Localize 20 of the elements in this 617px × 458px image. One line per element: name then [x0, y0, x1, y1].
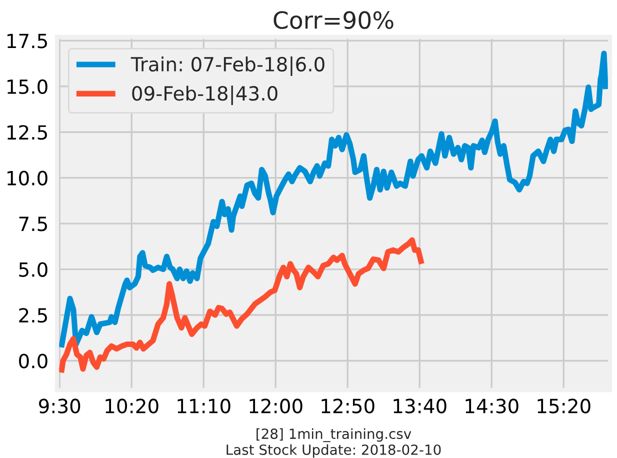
x-tick-label: 14:30	[466, 398, 518, 414]
x-axis-title: [28] 1min_training.csv Last Stock Update: 2018-02-10	[226, 428, 441, 458]
legend-label: Train: 07-Feb-18|6.0	[130, 56, 324, 76]
y-tick-label: 10.0	[8, 170, 48, 186]
x-tick-label: 9:30	[38, 398, 80, 414]
y-tick-label: 7.5	[19, 216, 47, 232]
x-tick-label: 15:20	[538, 398, 590, 414]
x-tick-label: 12:00	[250, 398, 302, 414]
y-tick-label: 15.0	[8, 79, 48, 94]
y-tick-label: 5.0	[19, 262, 48, 277]
y-tick-label: 2.5	[19, 308, 47, 323]
x-tick-label: 10:20	[106, 398, 158, 414]
x-tick-label: 12:50	[322, 398, 374, 414]
chart-title: Corr=90%	[274, 11, 394, 29]
x-tick-label: 11:10	[178, 398, 230, 414]
y-tick-label: 12.5	[8, 125, 47, 140]
y-tick-label: 17.5	[8, 34, 47, 48]
legend-label: 09-Feb-18|43.0	[132, 86, 278, 106]
x-tick-label: 13:40	[394, 398, 446, 414]
y-tick-label: 0.0	[19, 354, 48, 368]
